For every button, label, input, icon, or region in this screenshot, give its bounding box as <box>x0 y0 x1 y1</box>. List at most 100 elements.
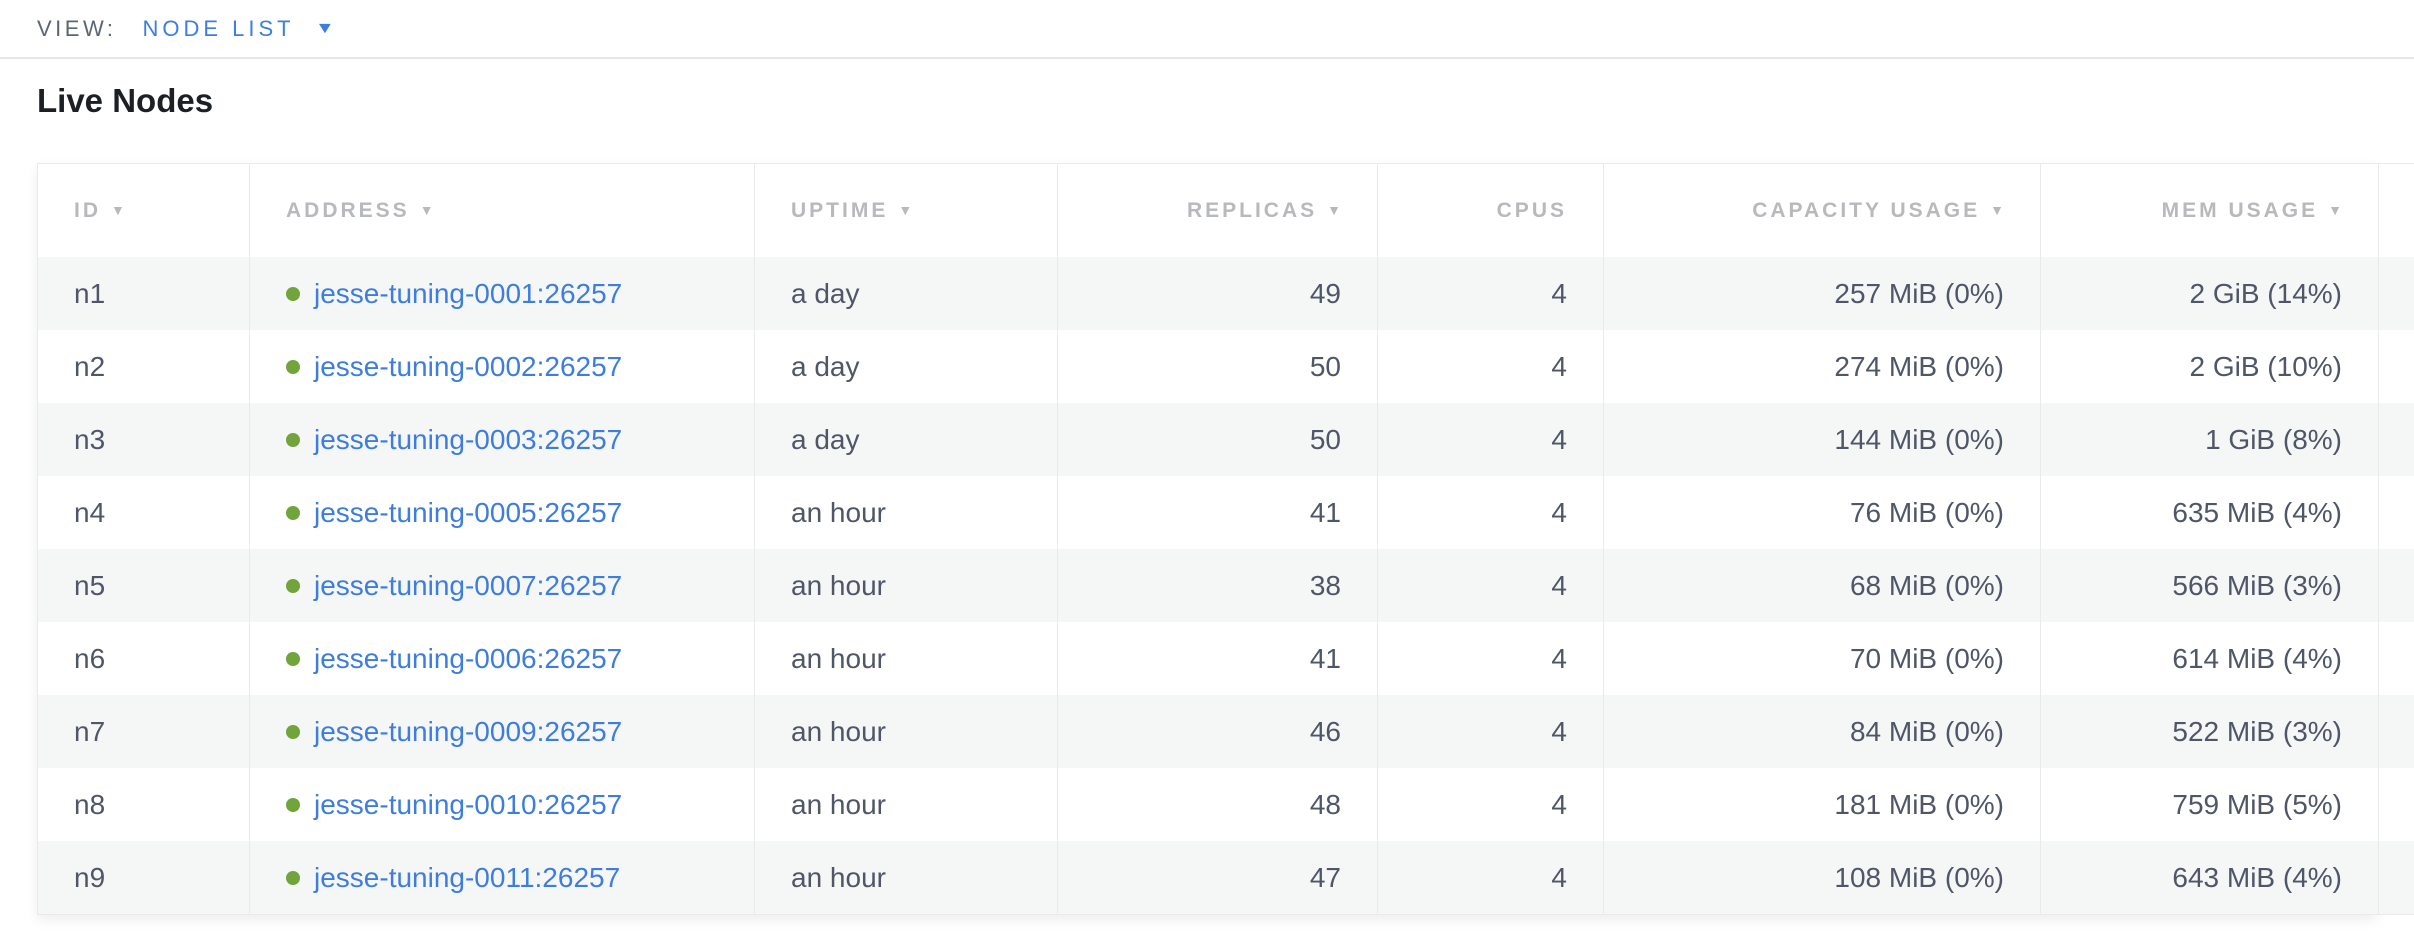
mem-cell: 2 GiB (14%) <box>2040 257 2379 330</box>
version-cell: v2.1.0-beta.20181008 <box>2378 330 2414 403</box>
node-address-link[interactable]: jesse-tuning-0001:26257 <box>314 277 623 309</box>
cpus-cell: 4 <box>1377 622 1604 695</box>
column-header-mem[interactable]: MEM USAGE ▼ <box>2040 163 2379 257</box>
node-address-cell: jesse-tuning-0003:26257 <box>249 403 755 476</box>
id-cell: n8 <box>37 768 250 841</box>
replicas-cell: 50 <box>1057 403 1378 476</box>
chevron-down-icon: ▼ <box>314 19 335 37</box>
uptime-cell: an hour <box>754 768 1058 841</box>
mem-cell: 759 MiB (5%) <box>2040 768 2379 841</box>
node-address-cell: jesse-tuning-0009:26257 <box>249 695 755 768</box>
node-address-link[interactable]: jesse-tuning-0006:26257 <box>314 642 623 674</box>
column-header-label: UPTIME <box>791 198 889 222</box>
version-cell: v2.1.0-beta.20181008 <box>2378 622 2414 695</box>
node-address-link[interactable]: jesse-tuning-0002:26257 <box>314 350 623 382</box>
uptime-cell: an hour <box>754 841 1058 915</box>
column-header-address[interactable]: ADDRESS ▼ <box>249 163 755 257</box>
replicas-cell: 49 <box>1057 257 1378 330</box>
mem-cell: 614 MiB (4%) <box>2040 622 2379 695</box>
column-header-label: MEM USAGE <box>2161 198 2319 222</box>
node-address-link[interactable]: jesse-tuning-0005:26257 <box>314 496 623 528</box>
node-address-cell: jesse-tuning-0010:26257 <box>249 768 755 841</box>
column-header-capacity[interactable]: CAPACITY USAGE ▼ <box>1603 163 2041 257</box>
node-live-status-icon <box>286 286 300 301</box>
column-header-version[interactable]: VERSION▼ <box>2378 163 2414 257</box>
id-cell: n4 <box>37 476 250 549</box>
column-header-label: ID <box>74 198 101 222</box>
sort-desc-icon: ▼ <box>419 201 434 218</box>
replicas-cell: 46 <box>1057 695 1378 768</box>
uptime-cell: an hour <box>754 622 1058 695</box>
node-live-status-icon <box>286 359 300 374</box>
id-cell: n5 <box>37 549 250 622</box>
table-row: n4 jesse-tuning-0005:26257 an hour 41 4 76 Mi… <box>37 476 2414 549</box>
table-row: n3 jesse-tuning-0003:26257 a day 50 4 144 MiB… <box>37 403 2414 476</box>
table-row: n2 jesse-tuning-0002:26257 a day 50 4 274 MiB… <box>37 330 2414 403</box>
column-header-label: CPUS <box>1496 198 1567 222</box>
capacity-cell: 108 MiB (0%) <box>1603 841 2041 915</box>
node-address-cell: jesse-tuning-0011:26257 <box>249 841 755 915</box>
replicas-cell: 41 <box>1057 476 1378 549</box>
table-row: n5 jesse-tuning-0007:26257 an hour 38 4 68 Mi… <box>37 549 2414 622</box>
sort-desc-icon: ▼ <box>2328 201 2342 218</box>
cpus-cell: 4 <box>1377 476 1604 549</box>
node-live-status-icon <box>286 505 300 520</box>
id-cell: n7 <box>37 695 250 768</box>
cpus-cell: 4 <box>1377 695 1604 768</box>
column-header-replicas[interactable]: REPLICAS ▼ <box>1057 163 1378 257</box>
version-cell: v2.1.0-beta.20181008 <box>2378 841 2414 915</box>
replicas-cell: 47 <box>1057 841 1378 915</box>
node-address-cell: jesse-tuning-0001:26257 <box>249 257 755 330</box>
id-cell: n1 <box>37 257 250 330</box>
node-address-link[interactable]: jesse-tuning-0011:26257 <box>314 861 621 893</box>
version-cell: v2.1.0-beta.20181008 <box>2378 476 2414 549</box>
table-row: n8 jesse-tuning-0010:26257 an hour 48 4 181 M… <box>37 768 2414 841</box>
main-content: Live Nodes ID ▼ ADDRESS ▼ UPTIME ▼ REPLICAS ▼ CP… <box>0 81 2414 915</box>
cpus-cell: 4 <box>1377 330 1604 403</box>
table-row: n9 jesse-tuning-0011:26257 an hour 47 4 108 M… <box>37 841 2414 915</box>
table-row: n6 jesse-tuning-0006:26257 an hour 41 4 70 Mi… <box>37 622 2414 695</box>
mem-cell: 522 MiB (3%) <box>2040 695 2379 768</box>
node-live-status-icon <box>286 578 300 593</box>
node-address-link[interactable]: jesse-tuning-0003:26257 <box>314 423 623 455</box>
node-address-link[interactable]: jesse-tuning-0010:26257 <box>314 788 623 820</box>
mem-cell: 1 GiB (8%) <box>2040 403 2379 476</box>
cpus-cell: 4 <box>1377 768 1604 841</box>
table-row: n1 jesse-tuning-0001:26257 a day 49 4 257 MiB… <box>37 257 2414 330</box>
uptime-cell: a day <box>754 403 1058 476</box>
sort-desc-icon: ▼ <box>1327 201 1341 218</box>
node-address-cell: jesse-tuning-0002:26257 <box>249 330 755 403</box>
node-live-status-icon <box>286 870 300 885</box>
replicas-cell: 48 <box>1057 768 1378 841</box>
capacity-cell: 84 MiB (0%) <box>1603 695 2041 768</box>
capacity-cell: 76 MiB (0%) <box>1603 476 2041 549</box>
view-label: VIEW: <box>37 15 117 41</box>
uptime-cell: an hour <box>754 695 1058 768</box>
node-address-link[interactable]: jesse-tuning-0009:26257 <box>314 715 623 747</box>
version-cell: v2.1.0-beta.20181008 <box>2378 403 2414 476</box>
capacity-cell: 274 MiB (0%) <box>1603 330 2041 403</box>
cpus-cell: 4 <box>1377 403 1604 476</box>
capacity-cell: 70 MiB (0%) <box>1603 622 2041 695</box>
mem-cell: 2 GiB (10%) <box>2040 330 2379 403</box>
column-header-label: REPLICAS <box>1186 198 1318 222</box>
column-header-uptime[interactable]: UPTIME ▼ <box>754 163 1058 257</box>
column-header-id[interactable]: ID ▼ <box>37 163 250 257</box>
capacity-cell: 257 MiB (0%) <box>1603 257 2041 330</box>
table-header-row: ID ▼ ADDRESS ▼ UPTIME ▼ REPLICAS ▼ CPUS CAPACITY … <box>37 163 2414 257</box>
capacity-cell: 68 MiB (0%) <box>1603 549 2041 622</box>
sort-desc-icon: ▼ <box>111 201 125 218</box>
mem-cell: 635 MiB (4%) <box>2040 476 2379 549</box>
mem-cell: 566 MiB (3%) <box>2040 549 2379 622</box>
node-address-link[interactable]: jesse-tuning-0007:26257 <box>314 569 623 601</box>
uptime-cell: a day <box>754 330 1058 403</box>
id-cell: n3 <box>37 403 250 476</box>
view-selector-dropdown[interactable]: NODE LIST ▼ <box>142 16 335 42</box>
column-header-label: ADDRESS <box>286 198 410 222</box>
node-live-status-icon <box>286 651 300 666</box>
sort-desc-icon: ▼ <box>1990 201 2004 218</box>
capacity-cell: 181 MiB (0%) <box>1603 768 2041 841</box>
node-address-cell: jesse-tuning-0005:26257 <box>249 476 755 549</box>
live-nodes-table: ID ▼ ADDRESS ▼ UPTIME ▼ REPLICAS ▼ CPUS CAPACITY … <box>37 163 2414 915</box>
id-cell: n9 <box>37 841 250 915</box>
